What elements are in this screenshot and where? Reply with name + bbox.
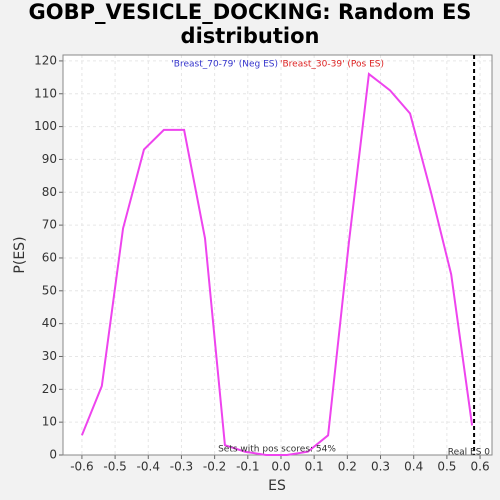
data-line (80, 72, 474, 456)
y-tick-label: 100 (34, 119, 57, 133)
chart-title: GOBP_VESICLE_DOCKING: Random ES distribu… (28, 0, 472, 48)
x-tick-label: -0.4 (137, 460, 160, 474)
legend-entry: 'Breast_30-39' (Pos ES) (280, 60, 384, 70)
real-es-label: Real ES 0 (448, 448, 491, 458)
x-tick-label: 0.4 (404, 460, 423, 474)
x-tick-label: 0.3 (371, 460, 390, 474)
y-tick-label: 110 (34, 86, 57, 100)
plot-area (63, 55, 492, 455)
legend-entry: 'Breast_70-79' (Neg ES) (171, 60, 278, 70)
x-tick-label: 0.1 (305, 460, 324, 474)
x-tick-label: -0.6 (70, 460, 93, 474)
x-tick-label: -0.2 (203, 460, 226, 474)
y-tick-label: 0 (49, 448, 57, 462)
y-tick-label: 90 (42, 152, 57, 166)
y-tick-label: 20 (42, 382, 57, 396)
y-tick-label: 40 (42, 316, 57, 330)
y-axis-label: P(ES) (12, 236, 28, 273)
x-axis-label: ES (268, 478, 286, 494)
y-tick-label: 80 (42, 185, 57, 199)
x-tick-label: 0.0 (271, 460, 290, 474)
y-tick-label: 70 (42, 218, 57, 232)
annotation: Sets with pos scores: 54% (218, 445, 336, 455)
x-tick-label: -0.5 (103, 460, 126, 474)
y-tick-label: 10 (42, 415, 57, 429)
y-tick-label: 30 (42, 349, 57, 363)
x-tick-label: 0.5 (437, 460, 456, 474)
x-tick-label: 0.2 (338, 460, 357, 474)
y-tick-label: 60 (42, 250, 57, 264)
y-tick-label: 120 (34, 53, 57, 67)
x-tick-label: -0.1 (236, 460, 259, 474)
y-tick-label: 50 (42, 283, 57, 297)
x-tick-label: -0.3 (170, 460, 193, 474)
x-tick-label: 0.6 (471, 460, 490, 474)
